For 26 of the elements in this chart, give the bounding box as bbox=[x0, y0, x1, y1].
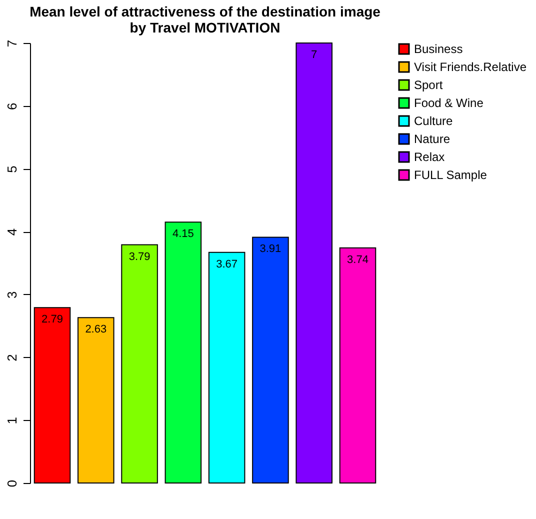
text: Mean level of attractiveness of the destination image bbox=[30, 3, 380, 20]
data-label: 3.79 bbox=[128, 250, 150, 263]
data-label: 3.91 bbox=[260, 243, 282, 256]
legend-label: Relax bbox=[414, 150, 445, 164]
y-tick-label: 2 bbox=[4, 354, 20, 362]
data-label: 4.15 bbox=[172, 228, 194, 240]
y-tick-label: 4 bbox=[4, 228, 20, 236]
text: by Travel MOTIVATION bbox=[130, 19, 280, 36]
legend-label: Nature bbox=[414, 132, 450, 146]
legend-label: Food & Wine bbox=[414, 96, 484, 110]
y-tick-label: 0 bbox=[4, 480, 20, 488]
y-tick-label: 6 bbox=[4, 102, 20, 110]
legend-label: Sport bbox=[414, 78, 444, 92]
data-label: 3.74 bbox=[347, 254, 368, 266]
legend-label: FULL Sample bbox=[414, 168, 488, 182]
y-tick-label: 1 bbox=[4, 417, 20, 424]
y-tick-label: 3 bbox=[4, 291, 20, 299]
legend-label: Visit Friends.Relative bbox=[414, 60, 527, 74]
y-tick-label: 7 bbox=[4, 40, 20, 48]
data-label: 3.67 bbox=[216, 258, 238, 270]
data-label: 2.79 bbox=[42, 314, 63, 326]
legend-label: Culture bbox=[414, 114, 454, 128]
data-label: 7 bbox=[311, 49, 318, 61]
data-label: 2.63 bbox=[85, 324, 107, 336]
y-tick-label: 5 bbox=[4, 166, 20, 173]
legend-label: Business bbox=[414, 42, 463, 56]
